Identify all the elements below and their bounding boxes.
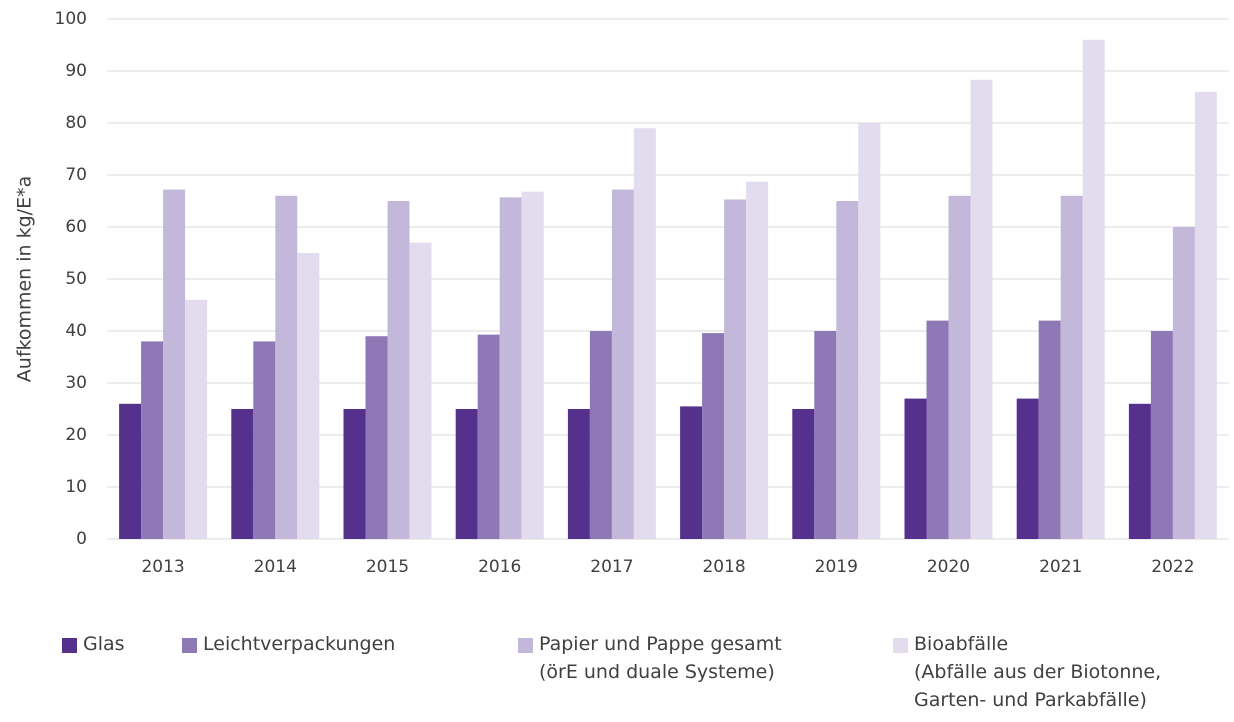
- bar: [365, 336, 388, 539]
- bar: [253, 341, 276, 539]
- bar: [1172, 227, 1195, 539]
- x-tick-label: 2022: [1151, 557, 1194, 577]
- x-tick-label: 2021: [1039, 557, 1082, 577]
- legend-item: Leichtverpackungen: [182, 633, 395, 658]
- x-tick-label: 2018: [702, 557, 745, 577]
- bar: [1082, 39, 1105, 540]
- bar: [297, 253, 320, 539]
- bar: [141, 341, 164, 539]
- x-tick-label: 2019: [815, 557, 858, 577]
- x-tick-label: 2013: [141, 557, 184, 577]
- y-tick-label: 0: [76, 529, 87, 549]
- y-tick-label: 30: [65, 373, 87, 393]
- legend-item: Papier und Pappe gesamt (örE und duale S…: [518, 633, 782, 686]
- bar: [567, 409, 590, 539]
- bar: [1128, 403, 1151, 539]
- x-tick-label: 2016: [478, 557, 521, 577]
- y-tick-label: 20: [65, 425, 87, 445]
- y-tick-label: 50: [65, 269, 87, 289]
- bar: [387, 201, 410, 539]
- bar: [1194, 91, 1217, 540]
- legend-item: Glas: [62, 633, 125, 658]
- bar: [1060, 195, 1083, 540]
- x-tick-label: 2017: [590, 557, 633, 577]
- bar: [633, 128, 656, 539]
- bar: [1016, 398, 1039, 539]
- bar: [1150, 331, 1173, 539]
- bar: [746, 181, 769, 539]
- bar: [858, 123, 881, 539]
- y-tick-label: 10: [65, 477, 87, 497]
- bar: [231, 409, 254, 539]
- bar: [521, 191, 544, 539]
- legend-label: Papier und Pappe gesamt (örE und duale S…: [539, 633, 782, 683]
- legend-swatch: [182, 638, 197, 653]
- bar: [163, 189, 186, 539]
- bar: [119, 403, 142, 539]
- bar: [792, 409, 815, 539]
- bar: [185, 299, 208, 539]
- bar: [970, 79, 993, 539]
- y-tick-label: 60: [65, 217, 87, 237]
- legend-label: Leichtverpackungen: [203, 633, 396, 655]
- bar: [702, 333, 725, 539]
- y-axis-label: Aufkommen in kg/E*a: [14, 176, 36, 382]
- legend-label: Glas: [83, 633, 125, 655]
- bar: [409, 242, 432, 539]
- legend-item: Bioabfälle (Abfälle aus der Biotonne, Ga…: [893, 633, 1161, 714]
- y-tick-label: 100: [55, 9, 87, 29]
- bar: [836, 201, 859, 539]
- x-tick-label: 2015: [366, 557, 409, 577]
- bar: [926, 320, 949, 539]
- bar: [455, 409, 478, 539]
- y-tick-label: 80: [65, 113, 87, 133]
- legend-label: Bioabfälle (Abfälle aus der Biotonne, Ga…: [914, 633, 1162, 711]
- legend-swatch: [893, 638, 908, 653]
- legend-swatch: [62, 638, 77, 653]
- y-tick-label: 70: [65, 165, 87, 185]
- bar: [343, 409, 366, 539]
- bar: [477, 334, 500, 539]
- bar: [948, 195, 971, 540]
- x-tick-label: 2020: [927, 557, 970, 577]
- bar: [499, 197, 522, 540]
- y-tick-label: 40: [65, 321, 87, 341]
- x-tick-label: 2014: [254, 557, 297, 577]
- legend-swatch: [518, 638, 533, 653]
- y-tick-label: 90: [65, 61, 87, 81]
- bar: [275, 195, 298, 540]
- bar: [589, 331, 612, 539]
- bar: [814, 331, 837, 539]
- bar: [611, 189, 634, 539]
- bar: [904, 398, 927, 539]
- bar: [1038, 320, 1061, 539]
- bar: [724, 199, 747, 539]
- bar: [680, 406, 703, 539]
